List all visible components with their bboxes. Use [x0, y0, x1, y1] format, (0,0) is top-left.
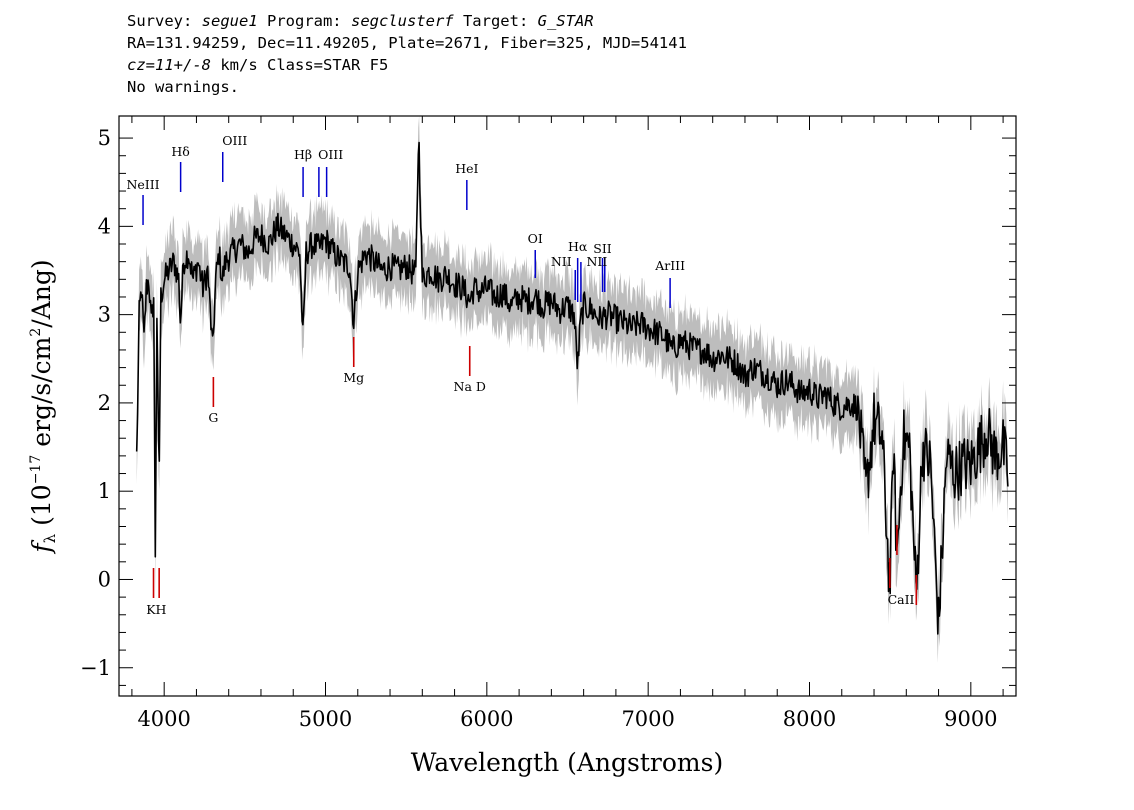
survey-value: segue1: [201, 12, 258, 30]
emission-line-label: OIII: [318, 147, 343, 162]
class-text: km/s Class=STAR F5: [211, 56, 389, 74]
header-line-redshift: cz=11+/-8 km/s Class=STAR F5: [127, 54, 687, 76]
absorption-line-label: G: [208, 410, 218, 425]
y-tick-label: 4: [98, 214, 111, 238]
emission-line-label: OIII: [222, 133, 247, 148]
emission-line-label: NeIII: [126, 177, 159, 192]
emission-line-label: Hα: [568, 239, 588, 254]
x-tick-label: 7000: [621, 707, 674, 731]
survey-label: Survey:: [127, 12, 202, 30]
cz-value: 11+/-8: [155, 56, 211, 74]
emission-line-label: OI: [528, 231, 543, 246]
absorption-line-label: Mg: [343, 370, 364, 385]
absorption-line-label: Na D: [454, 379, 486, 394]
absorption-line-label: CaII: [888, 592, 915, 607]
emission-line-label: Hδ: [171, 144, 189, 159]
y-tick-label: 3: [98, 303, 111, 327]
emission-line-label: Hβ: [294, 147, 312, 162]
flux-layer: [135, 141, 1009, 635]
emission-line-label: NII: [586, 254, 607, 269]
header-line-coordinates: RA=131.94259, Dec=11.49205, Plate=2671, …: [127, 34, 687, 52]
y-axis-title: fλ (10−17 erg/s/cm2/Ang): [27, 259, 59, 554]
x-axis-title: Wavelength (Angstroms): [411, 748, 723, 777]
y-tick-label: 1: [98, 479, 111, 503]
cz-label: cz=: [127, 56, 155, 74]
y-tick-label: 5: [98, 126, 111, 150]
program-label: Program:: [257, 12, 351, 30]
x-tick-label: 5000: [299, 707, 352, 731]
header-line-warnings: No warnings.: [127, 78, 239, 96]
absorption-line-label: KH: [146, 602, 166, 617]
axes: 4000 5000 6000 7000 8000 9000 −1 0 1 2 3 4 5: [80, 116, 1016, 731]
header-line-survey: Survey: segue1 Program: segclusterf Targ…: [127, 10, 687, 32]
x-tick-label: 6000: [460, 707, 513, 731]
program-value: segclusterf: [350, 12, 454, 30]
x-tick-label: 8000: [783, 707, 836, 731]
emission-line-label: HeI: [455, 161, 478, 176]
y-tick-label: −1: [80, 656, 111, 680]
y-tick-label: 2: [98, 391, 111, 415]
plot-frame: [118, 115, 1017, 697]
emission-line-label: NII: [551, 254, 572, 269]
flux-line: [135, 141, 1009, 635]
error-band: [136, 116, 1008, 663]
emission-line-label: SII: [593, 241, 612, 256]
x-tick-label: 4000: [137, 707, 190, 731]
error-band-layer: [136, 116, 1008, 663]
target-value: G_STAR: [537, 12, 594, 30]
spectrum-header: Survey: segue1 Program: segclusterf Targ…: [127, 10, 687, 98]
target-label: Target:: [453, 12, 538, 30]
x-tick-label: 9000: [944, 707, 997, 731]
emission-line-label: ArIII: [654, 258, 685, 273]
y-tick-label: 0: [98, 567, 111, 591]
